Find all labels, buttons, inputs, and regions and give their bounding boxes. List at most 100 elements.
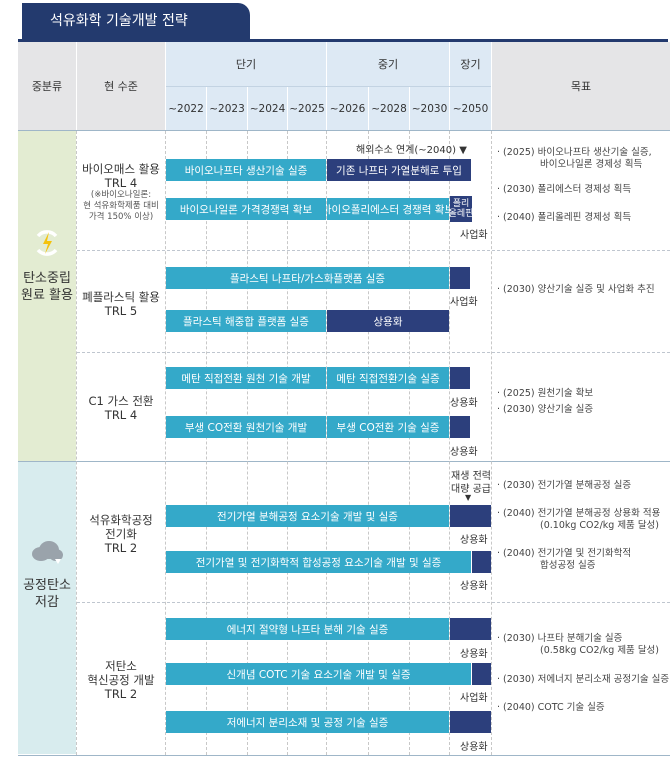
goal-text: · (2030) 양산기술 실증 xyxy=(497,404,594,415)
goal-text: · (2030) 나프타 분해기술 실증 xyxy=(497,633,623,644)
item-name: 혁신공정 개발 xyxy=(87,673,155,687)
commercial-label: 상용화 xyxy=(450,398,478,409)
goal-text: · (2040) COTC 기술 실증 xyxy=(497,702,605,713)
commercialize-label: 사업화 xyxy=(460,230,488,241)
commercial-label: 상용화 xyxy=(460,581,488,592)
row-divider xyxy=(77,250,670,251)
item-biomass: 바이오매스 활용 TRL 4 (※바이오나일론: 현 석유화학제품 대비 가격 … xyxy=(77,162,165,223)
grid-line xyxy=(165,131,166,755)
grid-line xyxy=(287,131,288,755)
bar-co-commercial xyxy=(450,416,470,438)
grid-line xyxy=(491,131,492,755)
bar-bionaphtha-demo: 바이오나프타 생산기술 실증 xyxy=(166,159,326,181)
goal-text: · (2040) 전기가열 및 전기화학적 xyxy=(497,548,632,559)
bar-polyolefin: 폴리 올레핀 xyxy=(450,196,472,222)
page-title: 석유화학 기술개발 전략 xyxy=(22,3,250,39)
header-divider xyxy=(76,42,77,130)
item-note: 가격 150% 이상) xyxy=(88,212,154,222)
bar-electrochemical-commercial xyxy=(472,551,491,573)
bar-methane-commercial xyxy=(450,367,470,389)
row-separator xyxy=(18,130,670,131)
bar-co-demo: 부생 CO전환 기술 실증 xyxy=(327,416,449,438)
item-electrification: 석유화학공정 전기화 TRL 2 xyxy=(77,513,165,555)
bar-electrochemical-synthesis: 전기가열 및 전기화학적 합성공정 요소기술 개발 및 실증 xyxy=(166,551,471,573)
lightning-recycle-icon xyxy=(30,226,64,260)
header-goal: 목표 xyxy=(492,42,670,130)
item-low-carbon-process: 저탄소 혁신공정 개발 TRL 2 xyxy=(77,659,165,701)
goal-text: 합성공정 실증 xyxy=(540,560,596,571)
commercial-label: 상용화 xyxy=(460,649,488,660)
renewable-power-label: 대량 공급 xyxy=(451,484,491,495)
header-level: 현 수준 xyxy=(77,42,165,130)
row-separator xyxy=(18,755,670,756)
header-short-term: 단기 xyxy=(166,42,326,86)
goal-text: (0.58kg CO2/kg 제품 달성) xyxy=(540,645,660,656)
commercial-label: 상용화 xyxy=(460,535,488,546)
goal-text: · (2030) 양산기술 실증 및 사업화 추진 xyxy=(497,284,655,295)
bar-bionylon-cost: 바이오나일론 가격경쟁력 확보 xyxy=(166,198,326,220)
bar-electric-cracking-commercial xyxy=(450,505,491,527)
bar-plastic-commercialize xyxy=(450,267,470,289)
grid-line xyxy=(206,131,207,755)
item-trl: TRL 4 xyxy=(104,176,138,190)
bar-depolymerization-demo: 플라스틱 해중합 플랫폼 실증 xyxy=(166,310,326,332)
grid-line xyxy=(409,131,410,755)
title-underline xyxy=(18,39,668,42)
goal-text: · (2030) 전기가열 분해공정 실증 xyxy=(497,480,632,491)
grid-line xyxy=(76,131,77,755)
year-2024: ~2024 xyxy=(248,87,287,130)
hydrogen-link-label: 해외수소 연계(~2040) ▼ xyxy=(356,145,467,156)
row-separator xyxy=(18,461,670,462)
item-note: 현 석유화학제품 대비 xyxy=(83,201,159,211)
item-trl: TRL 2 xyxy=(104,687,138,701)
item-name: 석유화학공정 xyxy=(89,513,153,527)
header-divider xyxy=(165,42,166,130)
item-c1-gas: C1 가스 전환 TRL 4 xyxy=(77,394,165,422)
item-trl: TRL 2 xyxy=(104,541,138,555)
goal-text: · (2040) 폴리올레핀 경제성 획득 xyxy=(497,212,632,223)
row-divider xyxy=(77,602,670,603)
bar-methane-basic-tech: 메탄 직접전환 원천 기술 개발 xyxy=(166,367,326,389)
item-trl: TRL 5 xyxy=(104,304,138,318)
bar-co-basic-tech: 부생 CO전환 원천기술 개발 xyxy=(166,416,326,438)
category-label-line1: 탄소중립 xyxy=(23,271,71,286)
grid-line xyxy=(326,131,327,755)
goal-text: · (2040) 전기가열 분해공정 상용화 적용 xyxy=(497,508,661,519)
goal-text: · (2030) 폴리에스터 경제성 획득 xyxy=(497,184,632,195)
item-name: 저탄소 xyxy=(105,659,137,673)
cloud-co2-icon xyxy=(29,539,65,565)
grid-line xyxy=(368,131,369,755)
bar-depolymerization-commercial: 상용화 xyxy=(327,310,449,332)
bar-biopolyester: 바이오폴리에스터 경쟁력 확보 xyxy=(327,198,449,220)
year-2030: ~2030 xyxy=(410,87,449,130)
item-waste-plastic: 폐플라스틱 활용 TRL 5 xyxy=(77,290,165,318)
bar-polyolefin-line2: 올레핀 xyxy=(450,209,472,219)
down-arrow-icon: ▼ xyxy=(465,493,472,502)
grid-line xyxy=(247,131,248,755)
bar-electric-cracking: 전기가열 분해공정 요소기술 개발 및 실증 xyxy=(166,505,449,527)
bar-energy-saving-commercial xyxy=(450,618,491,640)
bar-energy-saving-cracking: 에너지 절약형 나프타 분해 기술 실증 xyxy=(166,618,449,640)
goal-text: · (2030) 저에너지 분리소재 공정기술 실증 xyxy=(497,674,670,685)
goal-text: · (2025) 바이오나프타 생산기술 실증, xyxy=(497,147,652,158)
goal-text: (0.10kg CO2/kg 제품 달성) xyxy=(540,520,660,531)
goal-text: 바이오나일론 경제성 획득 xyxy=(540,159,643,170)
bar-plastic-naphtha-gasification: 플라스틱 나프타/가스화플랫폼 실증 xyxy=(166,267,449,289)
bar-separation-commercial xyxy=(450,711,491,733)
year-2022: ~2022 xyxy=(166,87,206,130)
item-name: 폐플라스틱 활용 xyxy=(82,290,160,304)
item-name: 전기화 xyxy=(105,527,137,541)
row-divider xyxy=(77,352,670,353)
header-category: 중분류 xyxy=(18,42,76,130)
bar-methane-demo: 메탄 직접전환기술 실증 xyxy=(327,367,449,389)
header-mid-line xyxy=(166,86,491,87)
bar-low-energy-separation: 저에너지 분리소재 및 공정 기술 실증 xyxy=(166,711,449,733)
year-2050: ~2050 xyxy=(450,87,491,130)
item-name: 바이오매스 활용 xyxy=(82,162,160,176)
goal-text: · (2025) 원천기술 확보 xyxy=(497,388,594,399)
header-divider xyxy=(491,42,492,130)
category-bg-2 xyxy=(18,462,76,754)
bar-cotc-commercialize xyxy=(472,663,491,685)
year-2028: ~2028 xyxy=(369,87,409,130)
commercialize-label: 사업화 xyxy=(460,693,488,704)
